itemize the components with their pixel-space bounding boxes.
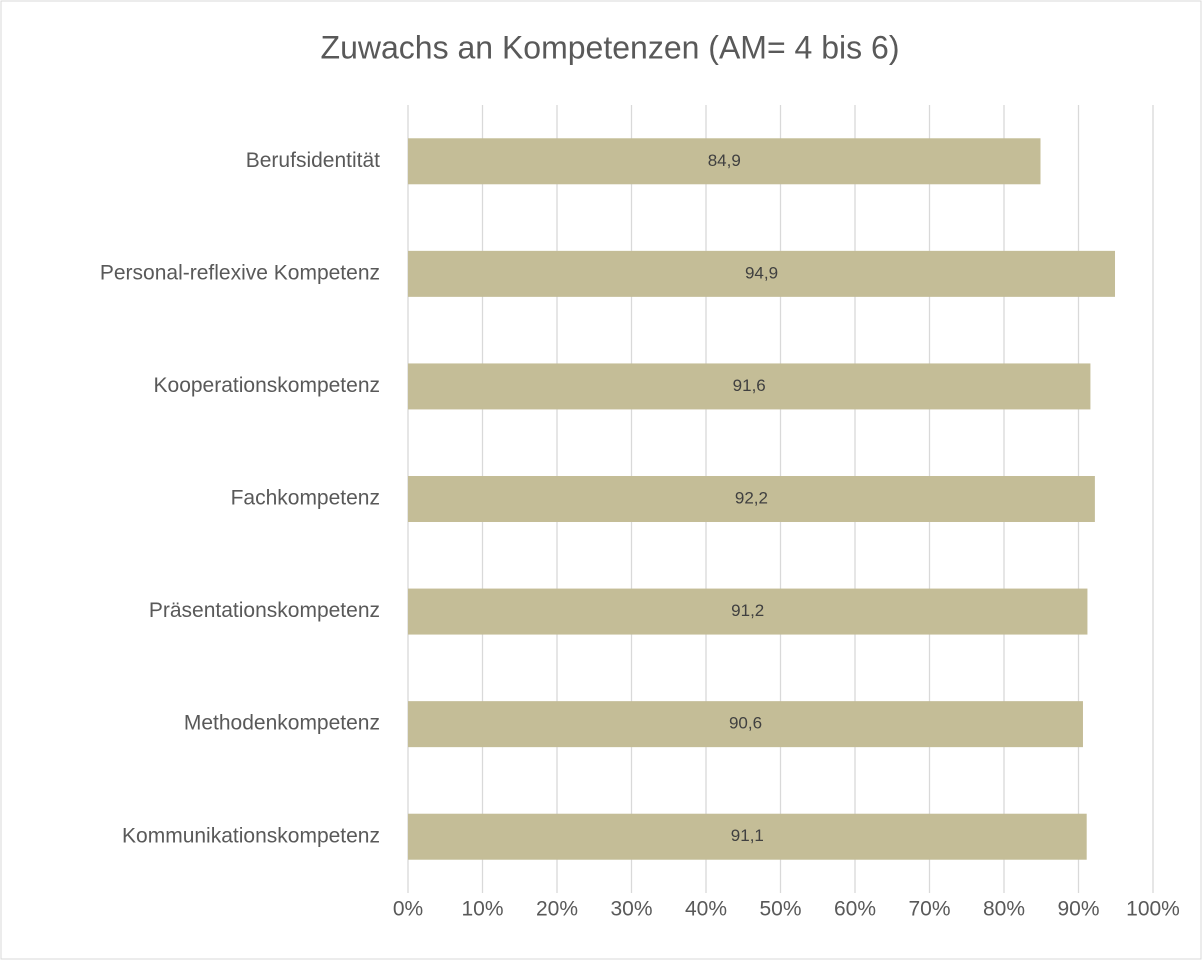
x-tick-label: 50% (759, 898, 801, 921)
x-tick-label: 70% (908, 898, 950, 921)
x-tick-label: 40% (685, 898, 727, 921)
y-tick-label: Personal-reflexive Kompetenz (100, 261, 380, 284)
x-tick-label: 80% (983, 898, 1025, 921)
bar (408, 813, 1087, 860)
value-label: 94,9 (745, 263, 778, 282)
x-tick-label: 20% (536, 898, 578, 921)
bar (408, 701, 1083, 748)
value-label: 91,6 (733, 376, 766, 395)
bar (408, 138, 1041, 185)
x-tick-label: 0% (393, 898, 423, 921)
bar (408, 363, 1091, 410)
bar (408, 588, 1088, 635)
x-tick-label: 10% (461, 898, 503, 921)
y-tick-label: Berufsidentität (246, 149, 380, 172)
bar (408, 476, 1095, 522)
x-tick-label: 100% (1126, 898, 1180, 921)
x-tick-label: 90% (1057, 898, 1099, 921)
x-tick-label: 60% (834, 898, 876, 921)
y-tick-label: Kommunikationskompetenz (122, 824, 380, 847)
value-label: 90,6 (729, 714, 762, 733)
value-label: 91,2 (731, 601, 764, 620)
y-tick-label: Fachkompetenz (231, 487, 380, 510)
y-tick-label: Kooperationskompetenz (154, 374, 380, 397)
value-label: 84,9 (708, 151, 741, 170)
chart-title: Zuwachs an Kompetenzen (AM= 4 bis 6) (321, 29, 900, 65)
y-tick-label: Präsentationskompetenz (149, 599, 380, 622)
y-tick-label: Methodenkompetenz (184, 712, 380, 735)
bar (408, 250, 1116, 297)
value-label: 91,1 (731, 826, 764, 845)
value-label: 92,2 (735, 488, 768, 507)
x-tick-label: 30% (610, 898, 652, 921)
